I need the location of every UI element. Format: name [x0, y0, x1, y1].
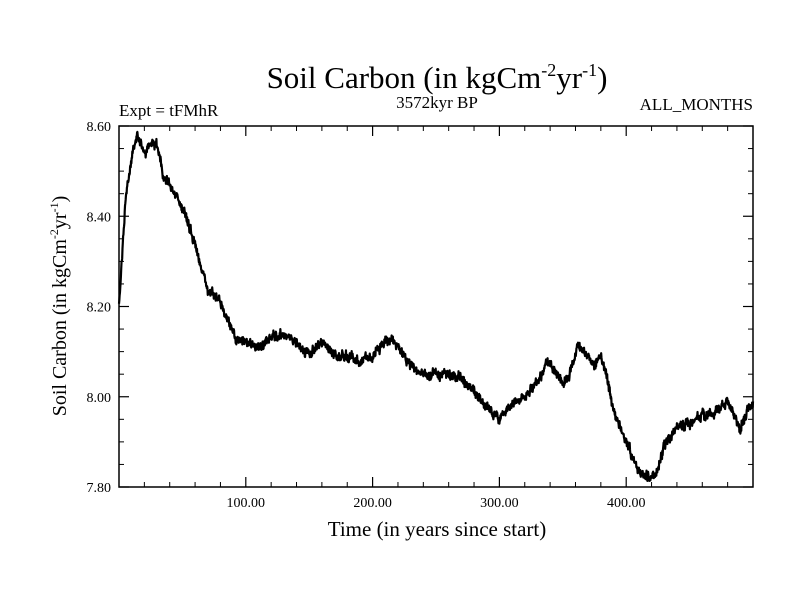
y-tick-label: 7.80: [87, 481, 112, 496]
chart-title: Soil Carbon (in kgCm-2yr-1): [267, 60, 608, 95]
plot-frame: [118, 125, 754, 488]
y-axis-label: Soil Carbon (in kgCm-2yr-1): [47, 196, 71, 417]
y-tick-label: 8.40: [87, 210, 112, 225]
series-line: [117, 130, 755, 483]
axis-ticks: [119, 125, 753, 488]
y-tick-label: 8.00: [87, 391, 112, 406]
subtitle-center: 3572kyr BP: [396, 93, 478, 112]
x-tick-label: 400.00: [607, 496, 646, 511]
series-group: [117, 130, 755, 483]
x-tick-label: 300.00: [480, 496, 519, 511]
subtitle-right: ALL_MONTHS: [640, 95, 753, 114]
subtitle-left: Expt = tFMhR: [119, 101, 219, 120]
y-tick-label: 8.60: [87, 120, 112, 135]
tick-labels: 100.00 200.00 300.00 400.00 7.80 8.00 8.20 8.40…: [87, 120, 646, 511]
x-axis-label: Time (in years since start): [328, 517, 547, 541]
x-tick-label: 100.00: [227, 496, 266, 511]
x-tick-label: 200.00: [353, 496, 392, 511]
y-tick-label: 8.20: [87, 301, 112, 316]
